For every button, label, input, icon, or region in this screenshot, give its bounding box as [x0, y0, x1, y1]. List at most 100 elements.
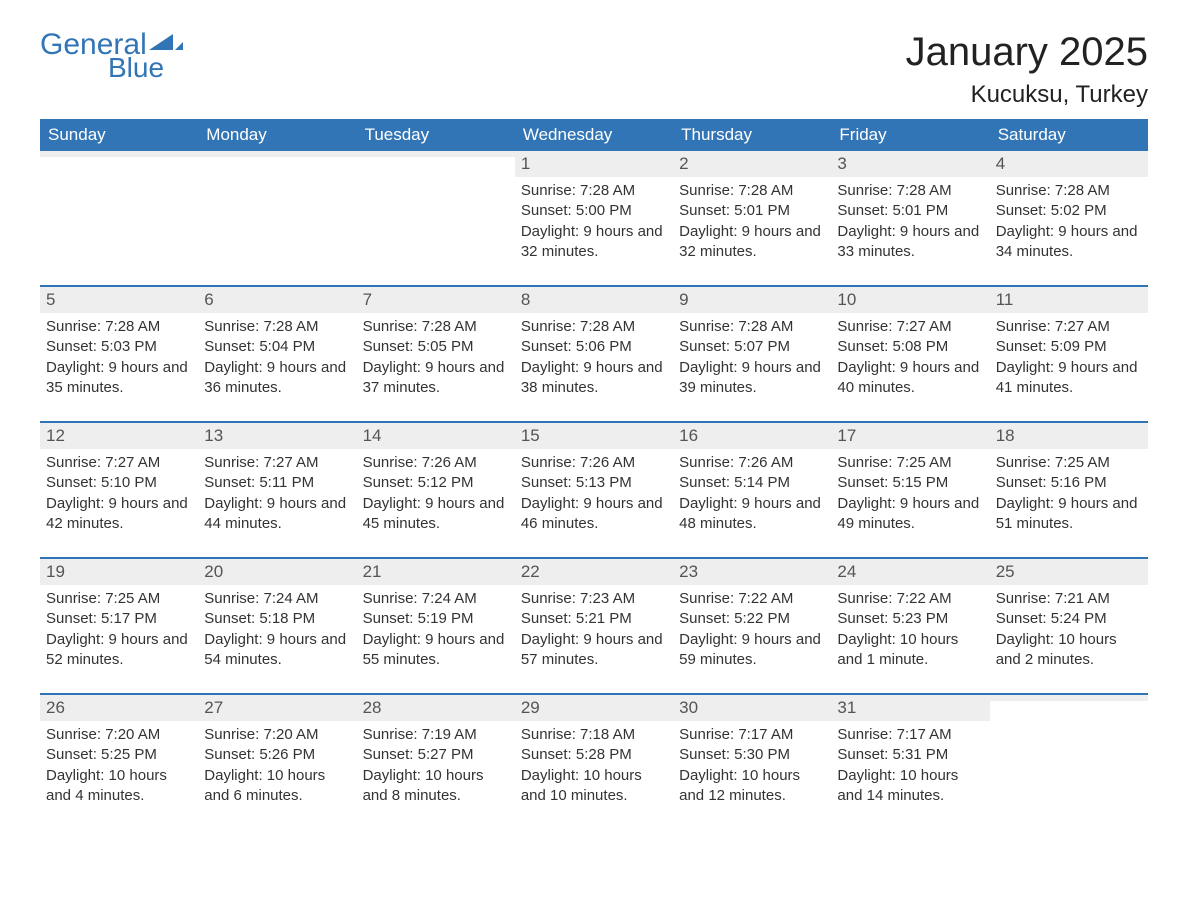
- sunset-text: Sunset: 5:24 PM: [996, 609, 1142, 629]
- day-number-row: 17: [831, 423, 989, 449]
- daylight-text: Daylight: 9 hours and 34 minutes.: [996, 222, 1142, 263]
- daylight-text: Daylight: 9 hours and 41 minutes.: [996, 358, 1142, 399]
- day-cell: 16Sunrise: 7:26 AMSunset: 5:14 PMDayligh…: [673, 423, 831, 543]
- day-number-row: 22: [515, 559, 673, 585]
- sunrise-text: Sunrise: 7:28 AM: [837, 181, 983, 201]
- day-content: Sunrise: 7:25 AMSunset: 5:15 PMDaylight:…: [831, 449, 989, 542]
- daylight-text: Daylight: 9 hours and 44 minutes.: [204, 494, 350, 535]
- day-content: Sunrise: 7:27 AMSunset: 5:08 PMDaylight:…: [831, 313, 989, 406]
- day-number-row: 10: [831, 287, 989, 313]
- location: Kucuksu, Turkey: [906, 81, 1148, 109]
- day-header-row: SundayMondayTuesdayWednesdayThursdayFrid…: [40, 119, 1148, 151]
- sunrise-text: Sunrise: 7:28 AM: [204, 317, 350, 337]
- day-number: 15: [521, 426, 540, 445]
- sunrise-text: Sunrise: 7:26 AM: [679, 453, 825, 473]
- sunrise-text: Sunrise: 7:26 AM: [363, 453, 509, 473]
- sunset-text: Sunset: 5:18 PM: [204, 609, 350, 629]
- sunrise-text: Sunrise: 7:26 AM: [521, 453, 667, 473]
- day-number: 19: [46, 562, 65, 581]
- day-number: 28: [363, 698, 382, 717]
- day-cell: 9Sunrise: 7:28 AMSunset: 5:07 PMDaylight…: [673, 287, 831, 407]
- sunset-text: Sunset: 5:09 PM: [996, 337, 1142, 357]
- daylight-text: Daylight: 9 hours and 46 minutes.: [521, 494, 667, 535]
- day-number: 22: [521, 562, 540, 581]
- sunset-text: Sunset: 5:02 PM: [996, 201, 1142, 221]
- day-content: Sunrise: 7:23 AMSunset: 5:21 PMDaylight:…: [515, 585, 673, 678]
- day-number-row: 30: [673, 695, 831, 721]
- daylight-text: Daylight: 9 hours and 36 minutes.: [204, 358, 350, 399]
- day-number-row: 13: [198, 423, 356, 449]
- day-number: 1: [521, 154, 530, 173]
- day-cell: 20 Sunrise: 7:24 AMSunset: 5:18 PMDayligh…: [198, 559, 356, 679]
- sunset-text: Sunset: 5:13 PM: [521, 473, 667, 493]
- sunrise-text: Sunrise: 7:27 AM: [837, 317, 983, 337]
- day-content: Sunrise: 7:20 AMSunset: 5:26 PMDaylight:…: [198, 721, 356, 814]
- sunrise-text: Sunrise: 7:25 AM: [996, 453, 1142, 473]
- day-number-row: 16: [673, 423, 831, 449]
- day-cell: 15 Sunrise: 7:26 AMSunset: 5:13 PMDayligh…: [515, 423, 673, 543]
- day-number: 12: [46, 426, 65, 445]
- day-number: 20: [204, 562, 223, 581]
- day-cell: 8 Sunrise: 7:28 AMSunset: 5:06 PMDaylight…: [515, 287, 673, 407]
- daylight-text: Daylight: 9 hours and 42 minutes.: [46, 494, 192, 535]
- day-number-row: 14: [357, 423, 515, 449]
- daylight-text: Daylight: 9 hours and 55 minutes.: [363, 630, 509, 671]
- day-number: 10: [837, 290, 856, 309]
- day-cell: 2Sunrise: 7:28 AMSunset: 5:01 PMDaylight…: [673, 151, 831, 271]
- sunrise-text: Sunrise: 7:27 AM: [46, 453, 192, 473]
- daylight-text: Daylight: 9 hours and 59 minutes.: [679, 630, 825, 671]
- day-number: 8: [521, 290, 530, 309]
- day-number-row: 29: [515, 695, 673, 721]
- day-cell: [990, 695, 1148, 815]
- day-number: 4: [996, 154, 1005, 173]
- day-number-row: 31: [831, 695, 989, 721]
- day-cell: 11Sunrise: 7:27 AMSunset: 5:09 PMDayligh…: [990, 287, 1148, 407]
- daylight-text: Daylight: 9 hours and 32 minutes.: [521, 222, 667, 263]
- week-row: 26Sunrise: 7:20 AMSunset: 5:25 PMDayligh…: [40, 693, 1148, 815]
- day-content: Sunrise: 7:28 AMSunset: 5:04 PMDaylight:…: [198, 313, 356, 406]
- day-number-row: 25: [990, 559, 1148, 585]
- day-number-row: 1: [515, 151, 673, 177]
- day-cell: 24Sunrise: 7:22 AMSunset: 5:23 PMDayligh…: [831, 559, 989, 679]
- daylight-text: Daylight: 9 hours and 40 minutes.: [837, 358, 983, 399]
- logo-text-blue: Blue: [108, 54, 183, 82]
- title-block: January 2025 Kucuksu, Turkey: [906, 30, 1148, 109]
- day-cell: 6Sunrise: 7:28 AMSunset: 5:04 PMDaylight…: [198, 287, 356, 407]
- day-number: 7: [363, 290, 372, 309]
- day-content: Sunrise: 7:24 AMSunset: 5:18 PMDaylight:…: [198, 585, 356, 678]
- day-content: Sunrise: 7:28 AMSunset: 5:07 PMDaylight:…: [673, 313, 831, 406]
- day-content: Sunrise: 7:17 AMSunset: 5:31 PMDaylight:…: [831, 721, 989, 814]
- daylight-text: Daylight: 9 hours and 39 minutes.: [679, 358, 825, 399]
- day-number: 24: [837, 562, 856, 581]
- day-number-row: 18: [990, 423, 1148, 449]
- day-cell: 29Sunrise: 7:18 AMSunset: 5:28 PMDayligh…: [515, 695, 673, 815]
- daylight-text: Daylight: 9 hours and 32 minutes.: [679, 222, 825, 263]
- day-cell: 14Sunrise: 7:26 AMSunset: 5:12 PMDayligh…: [357, 423, 515, 543]
- day-cell: 22 Sunrise: 7:23 AMSunset: 5:21 PMDayligh…: [515, 559, 673, 679]
- day-number: 5: [46, 290, 55, 309]
- day-content: Sunrise: 7:28 AMSunset: 5:01 PMDaylight:…: [831, 177, 989, 270]
- sunrise-text: Sunrise: 7:25 AM: [46, 589, 192, 609]
- day-number-row: [357, 151, 515, 157]
- daylight-text: Daylight: 9 hours and 52 minutes.: [46, 630, 192, 671]
- sunrise-text: Sunrise: 7:20 AM: [46, 725, 192, 745]
- day-number-row: 20: [198, 559, 356, 585]
- day-number-row: [198, 151, 356, 157]
- day-number-row: 24: [831, 559, 989, 585]
- day-number-row: 8: [515, 287, 673, 313]
- day-cell: 28Sunrise: 7:19 AMSunset: 5:27 PMDayligh…: [357, 695, 515, 815]
- day-cell: 31Sunrise: 7:17 AMSunset: 5:31 PMDayligh…: [831, 695, 989, 815]
- sunrise-text: Sunrise: 7:24 AM: [363, 589, 509, 609]
- sunrise-text: Sunrise: 7:21 AM: [996, 589, 1142, 609]
- sunrise-text: Sunrise: 7:20 AM: [204, 725, 350, 745]
- week-row: 1Sunrise: 7:28 AMSunset: 5:00 PMDaylight…: [40, 151, 1148, 271]
- sunset-text: Sunset: 5:28 PM: [521, 745, 667, 765]
- day-number: 3: [837, 154, 846, 173]
- day-cell: 10 Sunrise: 7:27 AMSunset: 5:08 PMDayligh…: [831, 287, 989, 407]
- daylight-text: Daylight: 9 hours and 37 minutes.: [363, 358, 509, 399]
- day-number: 26: [46, 698, 65, 717]
- daylight-text: Daylight: 10 hours and 4 minutes.: [46, 766, 192, 807]
- day-content: Sunrise: 7:21 AMSunset: 5:24 PMDaylight:…: [990, 585, 1148, 678]
- day-content: Sunrise: 7:28 AMSunset: 5:06 PMDaylight:…: [515, 313, 673, 406]
- day-number-row: 19: [40, 559, 198, 585]
